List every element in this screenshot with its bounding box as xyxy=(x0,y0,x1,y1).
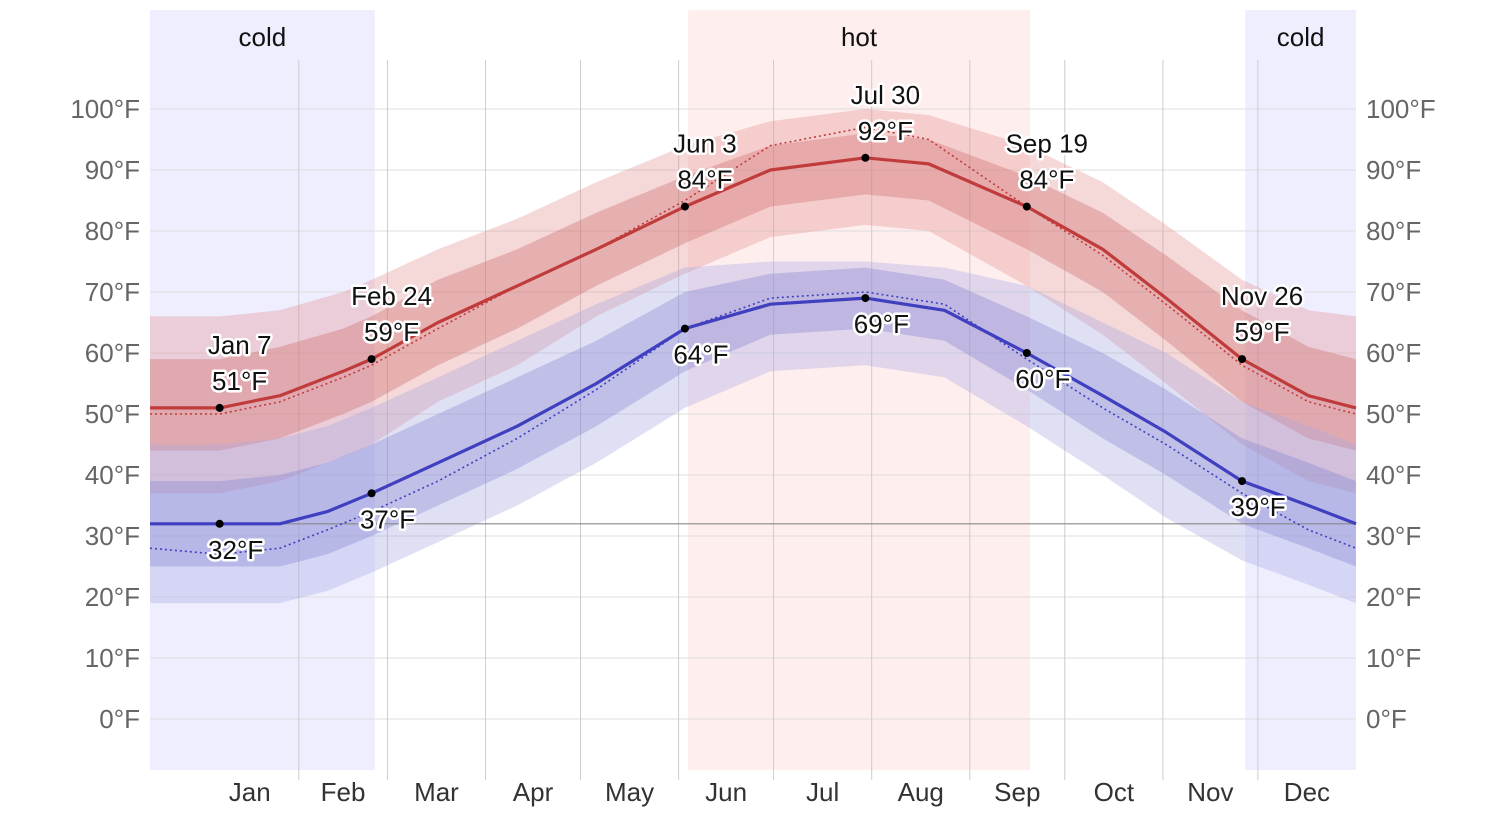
annotation-value-6: 92°F xyxy=(858,116,913,146)
y-tick-left-60: 60°F xyxy=(85,338,140,368)
month-label-nov: Nov xyxy=(1187,777,1233,807)
annotation-point-0 xyxy=(215,403,224,412)
annotation-point-2 xyxy=(367,355,376,364)
low-average-line xyxy=(150,296,1357,526)
month-label-dec: Dec xyxy=(1284,777,1330,807)
annotation-date-4: Jun 3 xyxy=(673,129,737,159)
annotation-point-10 xyxy=(1238,355,1247,364)
annotation-point-7 xyxy=(861,294,870,303)
annotation-date-8: Sep 19 xyxy=(1006,129,1088,159)
month-label-oct: Oct xyxy=(1094,777,1135,807)
y-tick-right-50: 50°F xyxy=(1366,399,1421,429)
season-band-0 xyxy=(150,10,375,770)
annotation-value-4: 84°F xyxy=(677,165,732,195)
annotation-date-6: Jul 30 xyxy=(851,80,920,110)
annotation-point-4 xyxy=(680,202,689,211)
month-label-jun: Jun xyxy=(705,777,747,807)
annotation-point-11 xyxy=(1238,477,1247,486)
y-tick-left-100: 100°F xyxy=(70,94,140,124)
month-label-may: May xyxy=(605,777,654,807)
y-tick-right-90: 90°F xyxy=(1366,155,1421,185)
annotation-value-8: 84°F xyxy=(1019,165,1074,195)
y-tick-left-80: 80°F xyxy=(85,216,140,246)
month-label-sep: Sep xyxy=(994,777,1040,807)
y-tick-right-30: 30°F xyxy=(1366,521,1421,551)
annotation-point-9 xyxy=(1022,349,1031,357)
annotation-value-9: 60°F xyxy=(1015,364,1070,394)
temperature-bands xyxy=(150,109,1356,604)
annotation-point-3 xyxy=(367,489,376,498)
season-label-2: cold xyxy=(1277,22,1325,52)
season-label-0: cold xyxy=(239,22,287,52)
season-band-1 xyxy=(688,10,1030,770)
annotations: Jan 7 51°F 32°F Feb 24 59°F 37°F Jun 3 84°F 64°F… xyxy=(205,77,1305,567)
month-label-jul: Jul xyxy=(806,777,839,807)
gridlines xyxy=(150,60,1356,780)
y-tick-right-40: 40°F xyxy=(1366,460,1421,490)
month-label-aug: Aug xyxy=(898,777,944,807)
low-outer-band xyxy=(150,261,1356,604)
annotation-value-2: 59°F xyxy=(364,317,419,347)
annotation-value-7: 69°F xyxy=(854,309,909,339)
month-label-jan: Jan xyxy=(229,777,271,807)
y-tick-left-40: 40°F xyxy=(85,460,140,490)
month-label-apr: Apr xyxy=(513,777,554,807)
annotation-value-3: 37°F xyxy=(360,504,415,534)
y-tick-right-100: 100°F xyxy=(1366,94,1436,124)
y-tick-right-80: 80°F xyxy=(1366,216,1421,246)
annotation-date-10: Nov 26 xyxy=(1221,281,1303,311)
y-tick-left-90: 90°F xyxy=(85,155,140,185)
temperature-lines xyxy=(149,126,1357,556)
y-tick-right-10: 10°F xyxy=(1366,643,1421,673)
month-label-mar: Mar xyxy=(414,777,459,807)
y-tick-left-50: 50°F xyxy=(85,399,140,429)
low-inner-band xyxy=(150,267,1356,567)
y-tick-left-30: 30°F xyxy=(85,521,140,551)
y-tick-left-70: 70°F xyxy=(85,277,140,307)
y-tick-left-20: 20°F xyxy=(85,582,140,612)
annotation-date-0: Jan 7 xyxy=(208,330,272,360)
annotation-point-6 xyxy=(861,153,870,162)
annotation-point-5 xyxy=(680,324,689,333)
y-tick-right-0: 0°F xyxy=(1366,704,1407,734)
axis-labels: 0°F 0°F 10°F 10°F 20°F 20°F 30°F 30°F 40°F 40°F 50… xyxy=(70,94,1435,807)
annotation-value-1: 32°F xyxy=(208,535,263,565)
month-label-feb: Feb xyxy=(321,777,366,807)
y-tick-right-20: 20°F xyxy=(1366,582,1421,612)
y-tick-right-70: 70°F xyxy=(1366,277,1421,307)
y-tick-left-10: 10°F xyxy=(85,643,140,673)
annotation-value-10: 59°F xyxy=(1234,317,1289,347)
annotation-value-11: 39°F xyxy=(1230,492,1285,522)
annotation-value-5: 64°F xyxy=(673,340,728,370)
y-tick-left-0: 0°F xyxy=(99,704,140,734)
season-label-1: hot xyxy=(841,22,878,52)
annotation-value-0: 51°F xyxy=(212,366,267,396)
annotation-point-8 xyxy=(1022,202,1031,211)
y-tick-right-60: 60°F xyxy=(1366,338,1421,368)
high-average-line xyxy=(150,156,1357,410)
high-inner-band xyxy=(150,133,1356,451)
low-recent-line xyxy=(149,291,1357,556)
annotation-point-1 xyxy=(215,519,224,528)
annotation-date-2: Feb 24 xyxy=(351,281,432,311)
high-outer-band xyxy=(150,109,1356,494)
